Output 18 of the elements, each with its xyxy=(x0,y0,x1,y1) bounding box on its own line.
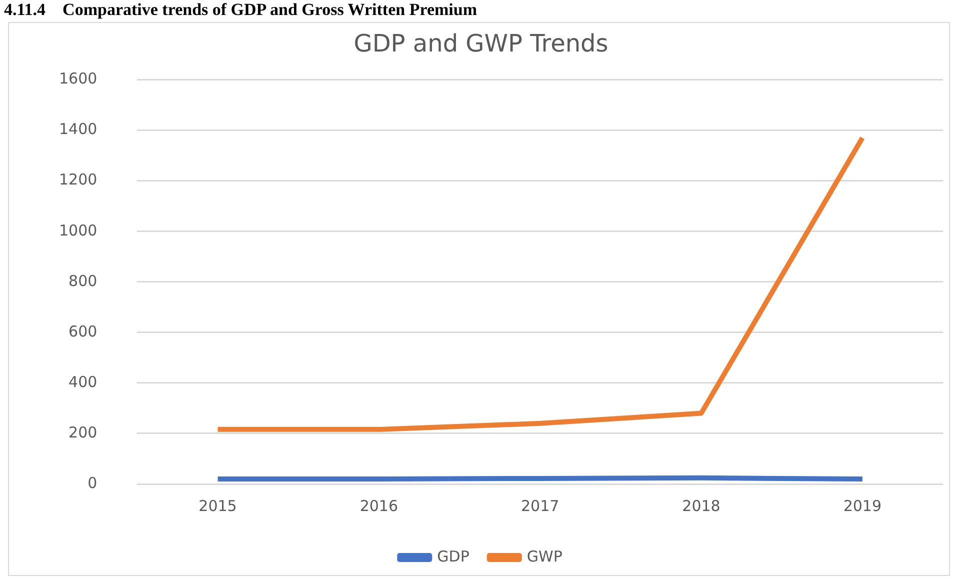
y-tick-label: 1400 xyxy=(58,120,98,138)
x-tick-label: 2017 xyxy=(520,496,560,515)
y-tick-label: 1000 xyxy=(58,221,98,240)
y-tick-label: 600 xyxy=(68,322,98,340)
y-tick-label: 1600 xyxy=(58,70,98,88)
x-tick-label: 2016 xyxy=(360,496,398,515)
y-tick-label: 400 xyxy=(68,372,98,391)
y-tick-label: 0 xyxy=(88,474,98,492)
x-tick-label: 2015 xyxy=(198,496,237,515)
y-tick-label: 200 xyxy=(68,423,98,442)
y-tick-label: 1200 xyxy=(58,170,98,189)
x-tick-label: 2018 xyxy=(682,496,720,515)
legend-label: GWP xyxy=(526,547,562,566)
y-tick-label: 800 xyxy=(68,272,98,290)
chart-title: GDP and GWP Trends xyxy=(354,30,608,58)
x-tick-label: 2019 xyxy=(843,496,882,515)
legend-label: GDP xyxy=(437,547,470,566)
text: 4.11.4 Comparative trends of GDP and Gross Written Premium xyxy=(3,0,478,20)
